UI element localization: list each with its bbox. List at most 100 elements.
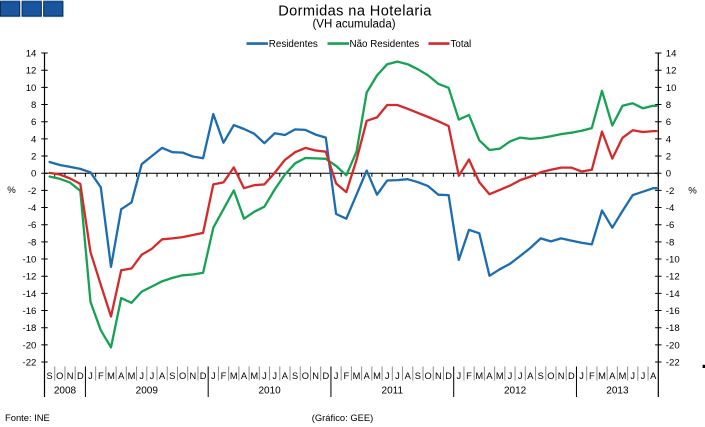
svg-text:J: J (385, 371, 390, 381)
svg-text:-12: -12 (666, 272, 680, 283)
svg-text:(Gráfico: GEE): (Gráfico: GEE) (312, 412, 373, 423)
svg-text:A: A (159, 371, 166, 381)
svg-text:-14: -14 (23, 289, 38, 300)
svg-text:F: F (98, 371, 104, 381)
svg-text:10: 10 (26, 83, 37, 94)
svg-text:F: F (221, 371, 227, 381)
svg-text:J: J (395, 371, 400, 381)
svg-text:8: 8 (31, 100, 36, 111)
svg-text:F: F (466, 371, 472, 381)
svg-text:0: 0 (31, 169, 36, 180)
svg-text:2012: 2012 (504, 386, 527, 397)
svg-text:6: 6 (31, 117, 36, 128)
svg-text:A: A (364, 371, 371, 381)
svg-text:-22: -22 (23, 357, 37, 368)
svg-text:Dormidas na Hotelaria: Dormidas na Hotelaria (278, 4, 432, 20)
svg-text:-18: -18 (23, 323, 37, 334)
svg-text:M: M (475, 371, 483, 381)
svg-text:-16: -16 (23, 306, 37, 317)
svg-text:N: N (435, 371, 442, 381)
svg-text:M: M (598, 371, 606, 381)
svg-text:12: 12 (26, 66, 37, 77)
svg-text:J: J (272, 371, 277, 381)
svg-text:6: 6 (666, 117, 671, 128)
svg-text:-2: -2 (666, 186, 675, 197)
svg-text:Fonte: INE: Fonte: INE (5, 412, 50, 423)
svg-text:2008: 2008 (54, 386, 77, 397)
svg-text:%: % (7, 185, 16, 196)
svg-text:F: F (343, 371, 349, 381)
svg-text:4: 4 (31, 134, 37, 145)
svg-text:D: D (77, 371, 84, 381)
svg-text:S: S (169, 371, 175, 381)
svg-text:N: N (312, 371, 319, 381)
svg-text:M: M (373, 371, 381, 381)
svg-text:-6: -6 (28, 220, 37, 231)
svg-text:A: A (527, 371, 534, 381)
svg-text:S: S (46, 371, 52, 381)
svg-text:M: M (250, 371, 258, 381)
svg-text:J: J (334, 371, 339, 381)
svg-text:-12: -12 (23, 272, 37, 283)
svg-text:Residentes: Residentes (269, 39, 318, 50)
svg-text:O: O (424, 371, 431, 381)
svg-text:O: O (302, 371, 309, 381)
svg-text:J: J (150, 371, 155, 381)
svg-text:J: J (641, 371, 646, 381)
svg-text:D: D (445, 371, 452, 381)
svg-text:O: O (547, 371, 554, 381)
svg-text:-8: -8 (666, 237, 675, 248)
svg-text:-4: -4 (666, 203, 675, 214)
svg-text:S: S (292, 371, 298, 381)
svg-text:-8: -8 (28, 237, 37, 248)
svg-text:14: 14 (666, 48, 677, 59)
svg-text:-10: -10 (666, 254, 680, 265)
svg-text:J: J (88, 371, 93, 381)
svg-text:-16: -16 (666, 306, 680, 317)
svg-text:8: 8 (666, 100, 671, 111)
svg-text:4: 4 (666, 134, 672, 145)
svg-text:J: J (211, 371, 216, 381)
svg-text:A: A (282, 371, 289, 381)
svg-text:S: S (415, 371, 421, 381)
svg-text:A: A (486, 371, 493, 381)
svg-text:A: A (241, 371, 248, 381)
svg-text:-20: -20 (23, 340, 37, 351)
svg-text:10: 10 (666, 83, 677, 94)
svg-text:2010: 2010 (258, 386, 281, 397)
svg-text:O: O (179, 371, 186, 381)
svg-text:M: M (107, 371, 115, 381)
svg-text:F: F (589, 371, 595, 381)
svg-text:A: A (609, 371, 616, 381)
svg-text:S: S (538, 371, 544, 381)
svg-text:J: J (518, 371, 523, 381)
svg-text:J: J (456, 371, 461, 381)
svg-text:-22: -22 (666, 357, 680, 368)
svg-text:M: M (230, 371, 238, 381)
svg-text:Não Residentes: Não Residentes (350, 39, 420, 50)
svg-text:-10: -10 (23, 254, 37, 265)
svg-text:A: A (650, 371, 657, 381)
svg-text:D: D (200, 371, 207, 381)
svg-text:-2: -2 (28, 186, 37, 197)
svg-text:M: M (353, 371, 361, 381)
svg-text:O: O (56, 371, 63, 381)
svg-text:N: N (558, 371, 565, 381)
svg-text:M: M (619, 371, 627, 381)
svg-text:J: J (630, 371, 635, 381)
svg-text:2013: 2013 (606, 386, 629, 397)
svg-text:J: J (579, 371, 584, 381)
svg-text:%: % (688, 185, 697, 196)
svg-text:-14: -14 (666, 289, 681, 300)
svg-text:D: D (322, 371, 329, 381)
svg-text:Total: Total (451, 39, 472, 50)
svg-text:2: 2 (31, 151, 36, 162)
svg-text:-18: -18 (666, 323, 680, 334)
svg-text:N: N (67, 371, 74, 381)
svg-text:2011: 2011 (382, 386, 404, 397)
svg-text:J: J (508, 371, 513, 381)
svg-text:-20: -20 (666, 340, 680, 351)
svg-text:2: 2 (666, 151, 671, 162)
svg-text:-4: -4 (28, 203, 37, 214)
svg-text:M: M (128, 371, 136, 381)
